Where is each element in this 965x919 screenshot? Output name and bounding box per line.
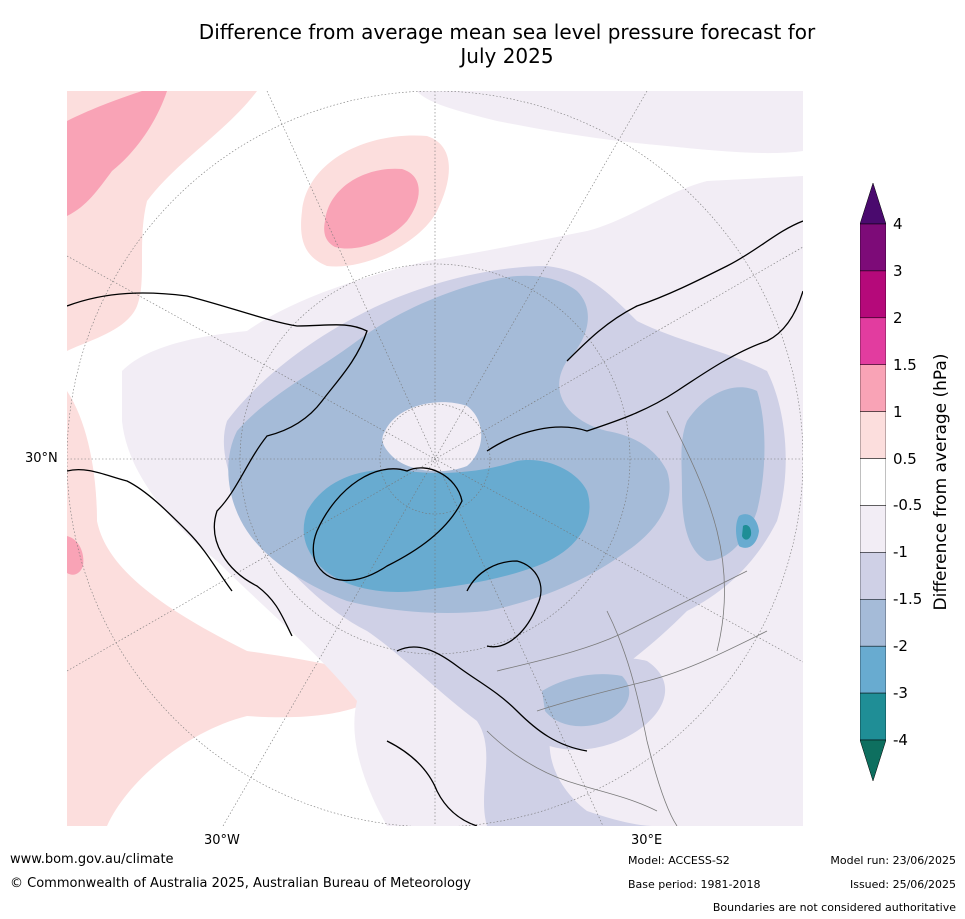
colorbar-tick-label: -0.5	[893, 496, 923, 515]
graticule	[67, 91, 803, 826]
coastlines	[67, 220, 803, 826]
colorbar-segment	[860, 458, 886, 506]
colorbar-tick-label: 3	[893, 261, 903, 280]
lon-label-30e: 30°E	[631, 833, 663, 848]
negative-anomaly-2-core	[303, 460, 590, 592]
colorbar-segment	[860, 270, 886, 319]
footer-disclaimer: Boundaries are not considered authoritat…	[712, 901, 956, 914]
positive-anomaly-west-lower	[67, 391, 382, 826]
country-borders	[486, 410, 768, 826]
pressure-anomaly-map	[67, 91, 803, 826]
title-line-1: Difference from average mean sea level p…	[198, 20, 816, 44]
colorbar-tick-label: 0.5	[893, 449, 917, 468]
colorbar-tick-label: -2	[893, 637, 908, 656]
colorbar-segment	[860, 645, 886, 694]
colorbar-tick-label: -1	[893, 543, 908, 562]
colorbar-tick-label: -4	[893, 731, 908, 749]
map-title: Difference from average mean sea level p…	[0, 20, 965, 68]
negative-anomaly-top	[417, 91, 803, 154]
map-canvas	[67, 91, 803, 826]
colorbar-segment	[860, 364, 886, 412]
title-line-2: July 2025	[460, 44, 554, 68]
colorbar-tick-label: 1	[893, 402, 903, 421]
colorbar-segment	[860, 223, 886, 272]
colorbar-tick-label: -1.5	[893, 590, 923, 609]
colorbar-over-triangle	[860, 183, 886, 225]
strong-positive-anomaly-atlantic	[324, 168, 419, 249]
colorbar-segments	[860, 223, 886, 741]
colorbar-tick-label: 4	[893, 215, 903, 233]
negative-anomaly-3-spot	[742, 525, 752, 540]
colorbar-tick-label: 1.5	[893, 355, 917, 374]
colorbar-segment	[860, 505, 886, 553]
footer-issued: Issued: 25/06/2025	[849, 878, 956, 891]
strong-positive-anomaly-west	[67, 536, 84, 575]
colorbar-tick-label: -3	[893, 684, 908, 703]
arctic-pocket	[382, 402, 482, 472]
colorbar-segment	[860, 692, 886, 741]
colorbar-segment	[860, 411, 886, 459]
footer-model: Model: ACCESS-S2	[628, 854, 730, 867]
lon-label-30w: 30°W	[204, 833, 240, 848]
footer-base-period: Base period: 1981-2018	[628, 878, 761, 891]
colorbar-label: Difference from average (hPa)	[931, 353, 951, 611]
lat-label-30n: 30°N	[25, 451, 58, 466]
footer-model-run: Model run: 23/06/2025	[830, 854, 956, 867]
footer-copyright: © Commonwealth of Australia 2025, Austra…	[10, 876, 471, 891]
colorbar-segment	[860, 599, 886, 647]
colorbar-under-triangle	[860, 739, 886, 781]
colorbar-segment	[860, 317, 886, 365]
colorbar	[860, 183, 886, 781]
colorbar-tick-label: 2	[893, 308, 903, 327]
negative-anomaly-15-europe	[542, 674, 630, 727]
strong-positive-anomaly-nw	[67, 91, 167, 216]
footer-website[interactable]: www.bom.gov.au/climate	[10, 852, 174, 867]
colorbar-segment	[860, 552, 886, 600]
